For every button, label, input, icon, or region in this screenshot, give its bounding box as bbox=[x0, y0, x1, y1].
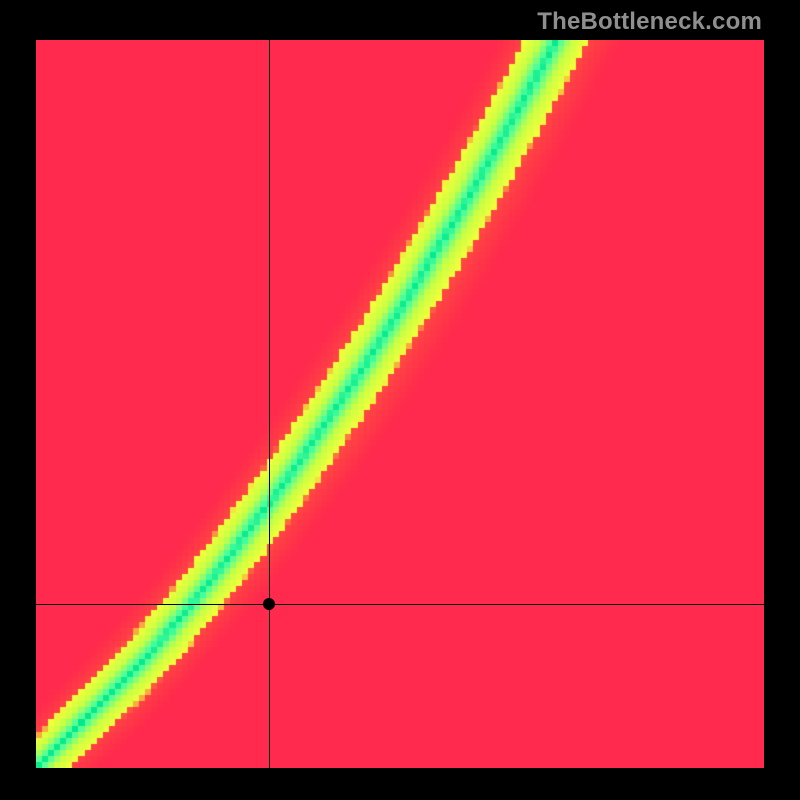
crosshair-vertical bbox=[269, 40, 270, 768]
crosshair-horizontal bbox=[36, 604, 764, 605]
watermark: TheBottleneck.com bbox=[537, 8, 762, 36]
marker-dot bbox=[263, 598, 275, 610]
bottleneck-heatmap bbox=[36, 40, 764, 768]
